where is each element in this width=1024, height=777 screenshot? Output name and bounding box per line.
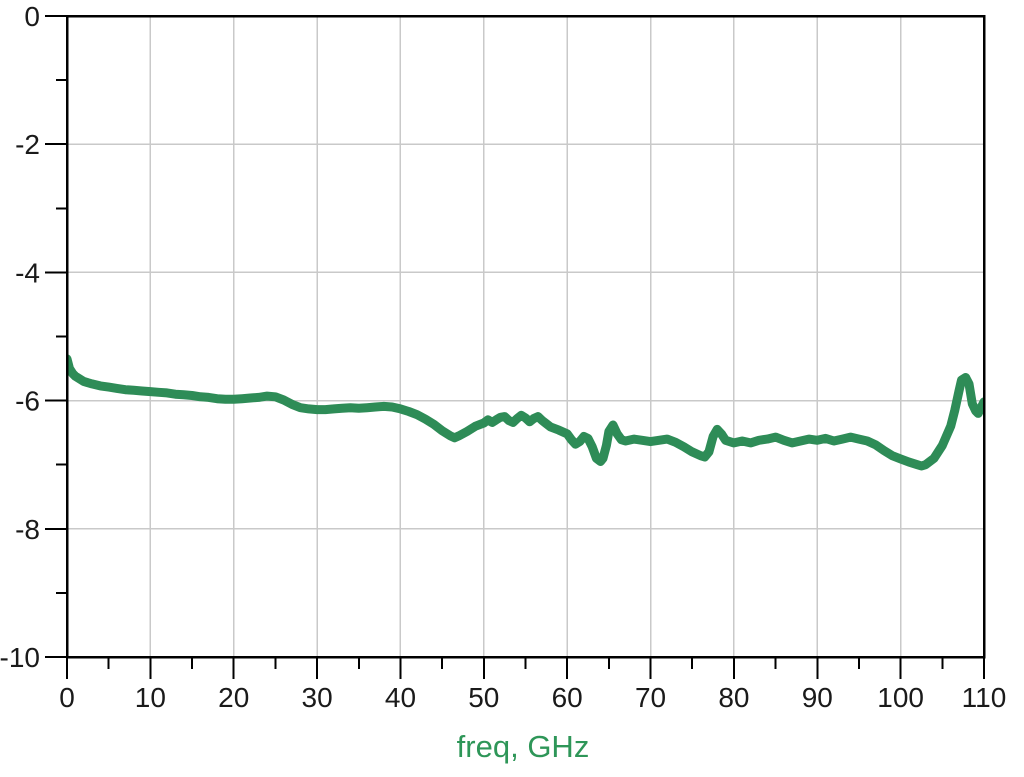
- x-tick-label: 70: [635, 682, 666, 713]
- y-tick-label: 0: [24, 1, 40, 32]
- y-tick-label: -10: [0, 642, 40, 673]
- x-tick-label: 110: [962, 682, 1007, 713]
- x-tick-label: 10: [135, 682, 166, 713]
- grid-layer: [67, 16, 984, 657]
- y-tick-label: -6: [15, 386, 40, 417]
- x-tick-label: 90: [802, 682, 833, 713]
- x-tick-label: 0: [59, 682, 75, 713]
- x-tick-label: 100: [877, 682, 924, 713]
- x-tick-label: 50: [468, 682, 499, 713]
- plot-border: [65, 14, 986, 659]
- x-tick-label: 80: [718, 682, 749, 713]
- axis-layer: [45, 14, 986, 679]
- data-trace: [67, 354, 984, 471]
- x-axis-title: freq, GHz: [457, 729, 590, 764]
- y-tick-label: -2: [15, 129, 40, 160]
- x-tick-label: 20: [218, 682, 249, 713]
- y-tick-label: -4: [15, 257, 40, 288]
- trace-layer: [67, 354, 984, 471]
- x-tick-label: 30: [302, 682, 333, 713]
- x-tick-label: 40: [385, 682, 416, 713]
- y-tick-label: -8: [15, 514, 40, 545]
- tick-label-layer: 0 10 20 30 40 50 60 70 80 90 100 110 0 -2 -4 -6 -8 -10: [0, 1, 1006, 713]
- x-tick-label: 60: [552, 682, 583, 713]
